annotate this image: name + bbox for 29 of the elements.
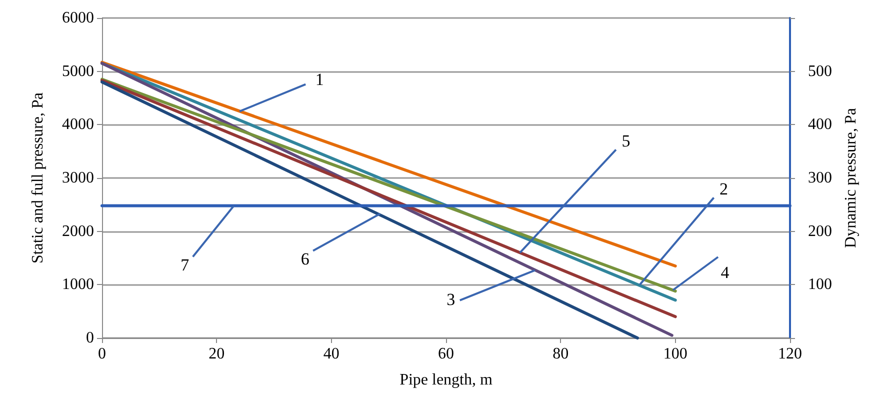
y-axis-title: Static and full pressure, Pa [30,92,46,264]
annotation: 6 [300,250,310,269]
x-tick-label: 60 [438,346,454,362]
y2-tick-label: 500 [808,62,832,80]
x-tick-label: 40 [323,346,340,362]
y2-tick-label: 300 [808,170,832,186]
annotation: 2 [720,180,728,199]
y-tick-label: 5000 [62,62,94,80]
x-tick-label: 0 [98,346,106,362]
y2-axis-title: Dynamic pressure, Pa [842,108,860,248]
y2-tick-label: 100 [808,276,832,294]
x-tick-label: 20 [208,346,225,362]
annotation: 3 [446,290,456,310]
annotation: 4 [720,262,730,282]
annotation: 7 [180,256,190,275]
y-tick-label: 2000 [62,222,94,240]
y-tick-label: 6000 [62,10,94,26]
y-tick-label: 3000 [62,170,94,186]
y-tick-label: 0 [86,330,94,346]
annotation: 1 [315,70,324,90]
y2-tick-label: 200 [808,222,832,240]
x-axis-title: Pipe length, m [400,372,493,388]
x-tick-label: 120 [778,346,802,362]
y-tick-label: 1000 [62,276,94,294]
y2-tick-label: 400 [808,116,832,134]
annotation: 5 [622,132,630,151]
y-tick-label: 4000 [62,116,94,134]
x-tick-label: 80 [552,346,569,362]
x-tick-label: 100 [663,346,688,362]
